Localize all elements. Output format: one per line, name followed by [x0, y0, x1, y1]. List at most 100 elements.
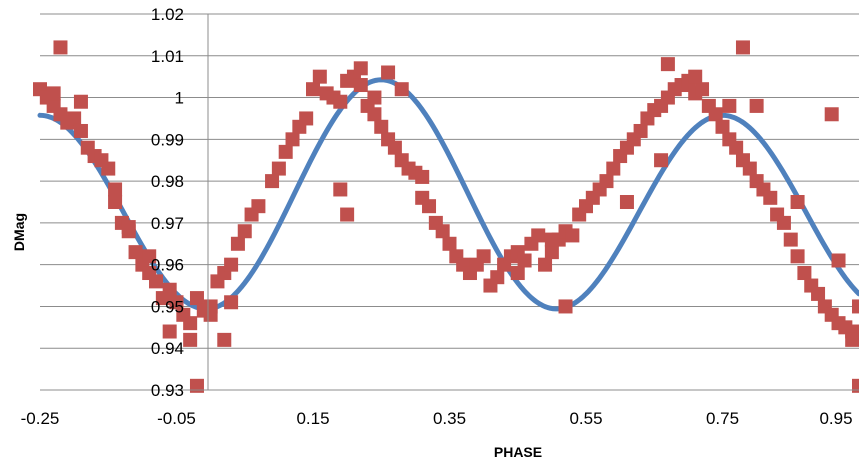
data-point	[333, 182, 348, 197]
data-point	[763, 190, 778, 205]
data-point	[333, 94, 348, 109]
y-tick-label: 1	[175, 89, 184, 108]
data-point	[544, 232, 559, 247]
data-point	[189, 291, 204, 306]
data-point	[299, 111, 314, 126]
data-point	[251, 199, 266, 214]
data-point	[797, 266, 812, 281]
data-point	[852, 378, 859, 393]
data-point	[285, 132, 300, 147]
data-point	[367, 107, 382, 122]
data-point	[230, 236, 245, 251]
data-point	[715, 119, 730, 134]
data-point	[169, 295, 184, 310]
y-tick-label: 0.99	[151, 130, 184, 149]
data-point	[203, 307, 218, 322]
y-tick-label: 0.96	[151, 256, 184, 275]
data-point	[265, 174, 280, 189]
data-point	[53, 40, 68, 55]
x-tick-label: 0.15	[296, 409, 329, 428]
data-point	[476, 249, 491, 264]
data-point	[353, 61, 368, 76]
data-point	[531, 228, 546, 243]
data-point	[654, 153, 669, 168]
data-point	[619, 195, 634, 209]
x-tick-label: 0.35	[433, 409, 466, 428]
data-point	[565, 228, 580, 243]
data-point	[695, 82, 710, 97]
y-axis-title: DMag	[11, 213, 27, 251]
data-point	[217, 332, 232, 347]
data-point	[783, 232, 798, 247]
y-tick-label: 0.98	[151, 172, 184, 191]
data-point	[776, 215, 791, 230]
y-tick-label: 1.01	[151, 47, 184, 66]
data-point	[510, 266, 525, 281]
data-point	[660, 57, 675, 72]
data-point	[340, 207, 355, 222]
data-point	[73, 123, 88, 138]
data-point	[278, 144, 293, 159]
data-point	[688, 69, 703, 84]
x-tick-label: 0.55	[569, 409, 602, 428]
data-point	[790, 195, 805, 209]
data-point	[742, 161, 757, 176]
data-point	[142, 249, 157, 264]
data-point	[749, 98, 764, 113]
data-point	[162, 324, 177, 339]
x-tick-label: -0.05	[157, 409, 196, 428]
data-point	[306, 82, 320, 97]
data-point	[367, 90, 382, 105]
data-point	[128, 245, 143, 260]
x-tick-label: -0.25	[21, 409, 60, 428]
data-point	[189, 378, 204, 393]
x-axis-title: PHASE	[494, 444, 542, 460]
data-point	[237, 224, 252, 239]
data-point	[708, 107, 723, 122]
data-point	[422, 199, 437, 214]
data-point	[224, 257, 239, 272]
data-point	[73, 94, 88, 109]
data-point	[811, 286, 826, 301]
data-point	[442, 236, 457, 251]
data-point	[183, 316, 198, 331]
data-point	[387, 140, 402, 155]
data-point	[729, 140, 744, 155]
data-point	[108, 182, 123, 197]
data-point	[845, 332, 859, 347]
data-point	[224, 295, 239, 310]
data-point	[108, 195, 123, 209]
data-point	[374, 119, 389, 134]
data-point	[149, 274, 164, 289]
data-point	[162, 282, 177, 297]
data-point	[121, 220, 136, 235]
y-tick-label: 0.95	[151, 297, 184, 316]
data-point	[435, 224, 450, 239]
data-point	[415, 169, 430, 184]
data-point	[183, 332, 198, 347]
data-point	[633, 123, 648, 138]
data-point	[831, 253, 846, 268]
x-tick-labels: -0.25 -0.05 0.15 0.35 0.55 0.75 0.95	[21, 409, 853, 428]
y-tick-label: 0.97	[151, 214, 184, 233]
data-point	[599, 174, 614, 189]
data-point	[67, 111, 82, 126]
data-point	[852, 299, 859, 314]
data-point	[312, 69, 327, 84]
data-point	[824, 107, 839, 122]
y-tick-label: 0.94	[151, 339, 184, 358]
data-point	[722, 98, 737, 113]
x-tick-label: 0.95	[819, 409, 852, 428]
y-tick-label: 0.93	[151, 381, 184, 400]
data-point	[790, 249, 805, 264]
data-point	[353, 78, 368, 93]
data-point	[490, 270, 505, 285]
data-point	[735, 40, 750, 55]
data-point	[394, 82, 409, 97]
data-point	[606, 161, 621, 176]
data-point	[517, 253, 532, 268]
data-point	[538, 257, 553, 272]
data-point	[46, 86, 61, 101]
data-points	[33, 40, 859, 393]
